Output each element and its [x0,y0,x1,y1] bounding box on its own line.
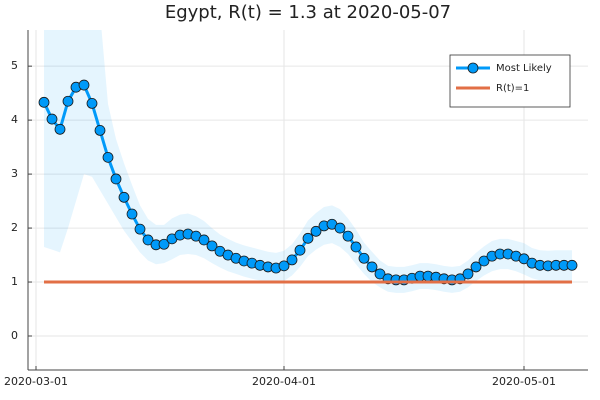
marker [286,254,298,266]
marker [46,113,58,125]
marker [78,79,90,91]
plot-area [38,30,578,293]
marker [478,255,490,267]
marker [54,123,66,135]
y-tick-label: 3 [11,167,18,180]
x-tick-label: 2020-05-01 [492,375,556,388]
marker [302,232,314,244]
marker [374,268,386,280]
legend-label: R(t)=1 [496,83,529,94]
marker [126,208,138,220]
marker [294,244,306,256]
marker [94,124,106,136]
marker [110,173,122,185]
marker [470,261,482,273]
marker [134,223,146,235]
y-tick-label: 0 [11,329,18,342]
marker [38,96,50,108]
marker [462,268,474,280]
legend-marker [467,62,479,74]
marker [142,234,154,246]
legend-label: Most Likely [496,63,552,74]
marker [206,240,218,252]
marker [310,225,322,237]
marker [86,97,98,109]
marker [350,241,362,253]
y-tick-label: 2 [11,221,18,234]
marker [278,260,290,272]
y-tick-label: 1 [11,275,18,288]
marker [566,259,578,271]
marker [342,230,354,242]
chart-title: Egypt, R(t) = 1.3 at 2020-05-07 [165,2,451,23]
marker [158,238,170,250]
x-tick-label: 2020-04-01 [252,375,316,388]
marker [358,252,370,264]
x-tick-label: 2020-03-01 [4,375,68,388]
y-tick-label: 5 [11,59,18,72]
y-tick-label: 4 [11,113,18,126]
confidence-band [44,30,572,293]
marker [102,151,114,163]
marker [118,191,130,203]
marker [334,222,346,234]
marker [198,234,210,246]
marker [62,95,74,107]
marker [366,261,378,273]
